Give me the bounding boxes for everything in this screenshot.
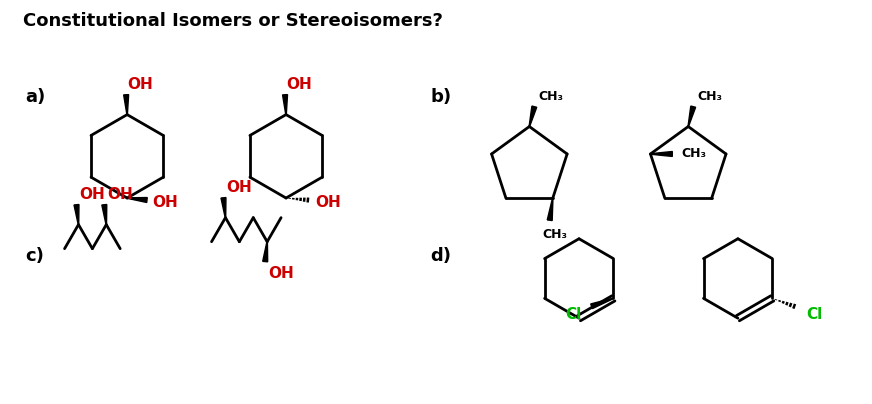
Polygon shape: [127, 198, 147, 202]
Text: Cl: Cl: [566, 307, 582, 322]
Text: CH₃: CH₃: [539, 90, 563, 103]
Text: OH: OH: [227, 180, 252, 196]
Text: OH: OH: [79, 187, 106, 202]
Text: OH: OH: [286, 77, 312, 92]
Text: OH: OH: [152, 196, 178, 210]
Polygon shape: [102, 204, 106, 225]
Polygon shape: [74, 204, 79, 225]
Polygon shape: [688, 106, 696, 126]
Text: Constitutional Isomers or Stereoisomers?: Constitutional Isomers or Stereoisomers?: [23, 12, 443, 30]
Text: c): c): [24, 246, 44, 265]
Polygon shape: [651, 152, 672, 156]
Polygon shape: [221, 198, 226, 218]
Polygon shape: [283, 95, 288, 115]
Text: OH: OH: [107, 187, 133, 202]
Polygon shape: [590, 298, 614, 309]
Text: OH: OH: [127, 77, 153, 92]
Text: CH₃: CH₃: [682, 147, 706, 160]
Text: Cl: Cl: [806, 307, 822, 322]
Polygon shape: [124, 95, 129, 115]
Text: d): d): [430, 246, 451, 265]
Polygon shape: [529, 106, 537, 126]
Polygon shape: [262, 242, 268, 262]
Polygon shape: [548, 198, 553, 221]
Text: b): b): [430, 88, 451, 106]
Text: CH₃: CH₃: [542, 227, 567, 241]
Text: a): a): [24, 88, 45, 106]
Text: CH₃: CH₃: [698, 90, 723, 103]
Text: OH: OH: [269, 266, 294, 281]
Text: OH: OH: [315, 196, 341, 210]
